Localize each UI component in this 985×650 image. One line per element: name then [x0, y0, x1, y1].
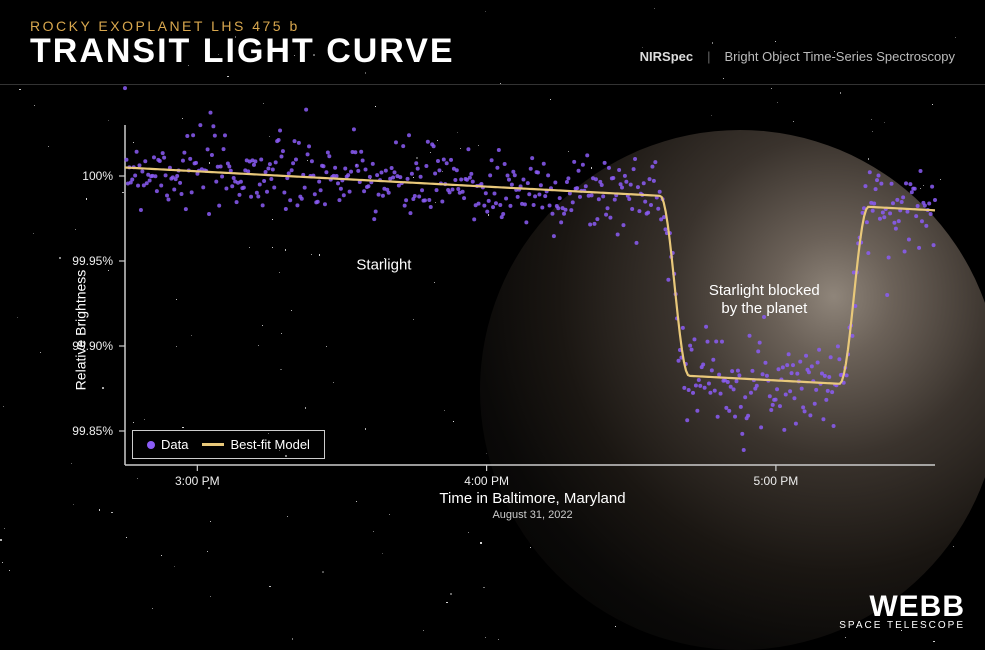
- logo-main: WEBB: [839, 593, 965, 620]
- svg-text:by the planet: by the planet: [721, 300, 808, 317]
- svg-text:4:00 PM: 4:00 PM: [464, 474, 509, 488]
- instrument-info: NIRSpec | Bright Object Time-Series Spec…: [640, 49, 955, 70]
- header: ROCKY EXOPLANET LHS 475 b TRANSIT LIGHT …: [0, 0, 985, 85]
- svg-text:100%: 100%: [82, 169, 113, 183]
- chart-container: Relative Brightness 99.85%99.90%99.95%10…: [70, 125, 940, 535]
- svg-text:Starlight: Starlight: [356, 257, 412, 274]
- title-block: ROCKY EXOPLANET LHS 475 b TRANSIT LIGHT …: [30, 18, 455, 70]
- x-axis-label: Time in Baltimore, Maryland: [125, 490, 940, 507]
- legend-data-label: Data: [161, 437, 188, 452]
- instrument-name: NIRSpec: [640, 49, 693, 64]
- svg-text:5:00 PM: 5:00 PM: [754, 474, 799, 488]
- svg-text:99.85%: 99.85%: [72, 424, 113, 438]
- svg-text:99.90%: 99.90%: [72, 339, 113, 353]
- svg-text:Starlight blocked: Starlight blocked: [709, 282, 820, 299]
- separator: |: [707, 49, 710, 64]
- svg-text:3:00 PM: 3:00 PM: [175, 474, 220, 488]
- webb-logo: WEBB SPACE TELESCOPE: [839, 593, 965, 631]
- legend-line-icon: [202, 443, 224, 446]
- svg-text:99.95%: 99.95%: [72, 254, 113, 268]
- x-axis-label-wrap: Time in Baltimore, Maryland August 31, 2…: [125, 490, 940, 521]
- x-axis-sublabel: August 31, 2022: [125, 509, 940, 521]
- logo-sub: SPACE TELESCOPE: [839, 620, 965, 631]
- legend-dot-icon: [147, 441, 155, 449]
- legend-model: Best-fit Model: [202, 437, 309, 452]
- legend-model-label: Best-fit Model: [230, 437, 309, 452]
- plot-area: 99.85%99.90%99.95%100%3:00 PM4:00 PM5:00…: [125, 125, 935, 465]
- legend-data: Data: [147, 437, 188, 452]
- main-title: TRANSIT LIGHT CURVE: [30, 34, 455, 70]
- legend: Data Best-fit Model: [132, 430, 325, 459]
- instrument-mode: Bright Object Time-Series Spectroscopy: [725, 49, 955, 64]
- plot-svg: 99.85%99.90%99.95%100%3:00 PM4:00 PM5:00…: [125, 125, 935, 465]
- y-axis-label: Relative Brightness: [72, 270, 88, 391]
